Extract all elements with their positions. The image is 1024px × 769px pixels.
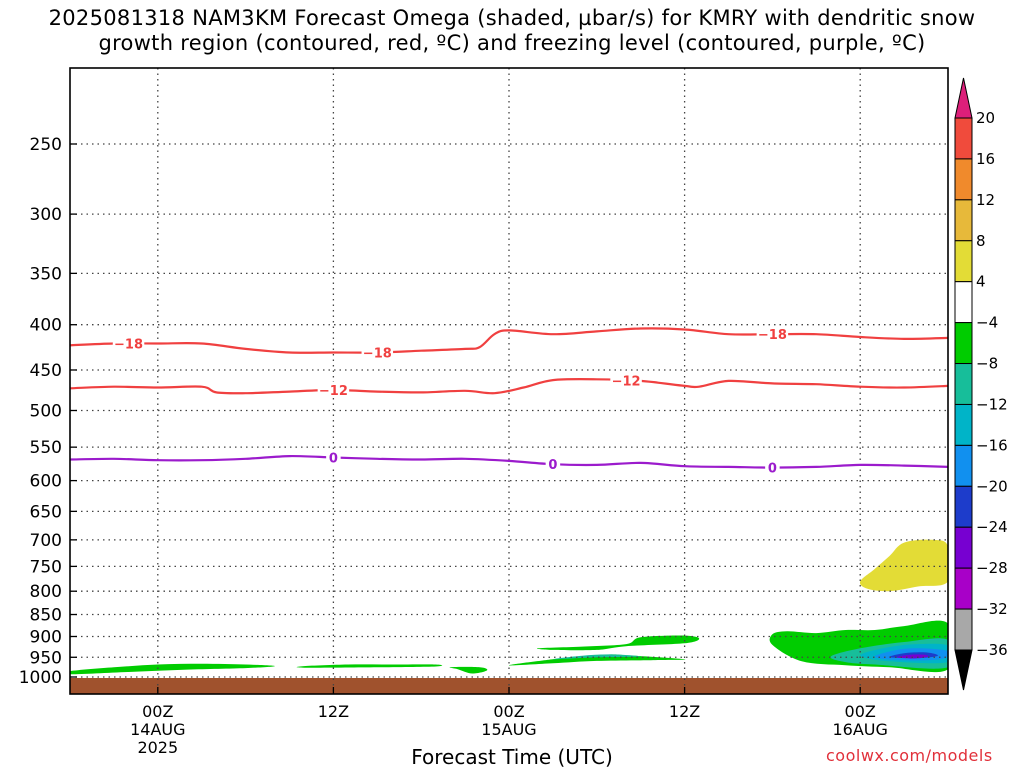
colorbar-segment <box>954 158 973 201</box>
colorbar-segment <box>954 444 973 487</box>
y-tick-label: 450 <box>30 361 62 381</box>
colorbar-label: −16 <box>976 436 1008 454</box>
contours: −18 −18 −18 −12 −12 0 0 0 <box>70 326 948 477</box>
contour-label: −18 <box>363 347 392 362</box>
x-tick-label: 15AUG <box>481 720 536 739</box>
colorbar-label: 20 <box>976 109 995 127</box>
colorbar-segment <box>954 567 973 610</box>
contour-label: 0 <box>768 462 777 477</box>
y-tick-label: 300 <box>30 205 62 225</box>
y-tick-label: 400 <box>30 316 62 336</box>
contour-label: −18 <box>114 337 143 352</box>
contour-label-bg <box>112 335 145 352</box>
contour-label-bg <box>361 344 394 361</box>
colorbar-bottom-arrow <box>954 649 973 691</box>
colorbar-segment <box>954 281 973 324</box>
contour-label: 0 <box>548 458 557 473</box>
colorbar-segment <box>954 363 973 405</box>
y-tick-label: 550 <box>30 438 62 458</box>
colorbar-label: 4 <box>976 273 986 291</box>
colorbar-segment <box>954 403 973 446</box>
colorbar-label: −24 <box>976 518 1008 536</box>
x-tick-label: 16AUG <box>832 720 887 739</box>
x-tick-label: 2025 <box>137 738 178 757</box>
x-tick-label: 14AUG <box>130 720 185 739</box>
colorbar-segment <box>954 117 973 160</box>
x-tick-label: 00Z <box>142 702 173 721</box>
title-line-1: 2025081318 NAM3KM Forecast Omega (shaded… <box>48 6 976 30</box>
x-tick-label: 12Z <box>318 702 349 721</box>
colorbar-label: −28 <box>976 559 1008 577</box>
contour-label: −12 <box>612 374 641 389</box>
contour-label-bg <box>326 449 341 466</box>
y-tick-label: 750 <box>30 557 62 577</box>
omega-area <box>509 654 686 666</box>
x-tick-label: 12Z <box>669 702 700 721</box>
colorbar-segment <box>954 526 973 569</box>
omega-area <box>859 539 948 592</box>
colorbar-segment <box>954 485 973 528</box>
colorbar-segment <box>954 608 973 651</box>
y-tick-label: 700 <box>30 531 62 551</box>
omega-area <box>296 664 443 668</box>
contour-label-bg <box>756 326 789 343</box>
y-tick-label: 350 <box>30 264 62 284</box>
ground-strip <box>70 678 948 694</box>
colorbar-label: −8 <box>976 355 998 373</box>
colorbar-label: 16 <box>976 150 995 168</box>
contour-label-bg <box>765 459 780 476</box>
y-tick-label: 800 <box>30 582 62 602</box>
omega-area <box>449 666 488 674</box>
y-tick-label: 500 <box>30 402 62 422</box>
x-tick-label: 00Z <box>845 702 876 721</box>
omega-area <box>70 663 275 675</box>
colorbar-label: 12 <box>976 191 995 209</box>
colorbar-segment <box>954 240 973 283</box>
colorbar: 20 16 12 8 4 −4 −8 −12 −16 −20 −24 −28 −32 −36 <box>954 77 1008 691</box>
y-tick-label: 900 <box>30 627 62 647</box>
colorbar-label: −32 <box>976 600 1008 618</box>
colorbar-label: −20 <box>976 477 1008 495</box>
contour-label: −12 <box>319 384 348 399</box>
x-axis-label: Forecast Time (UTC) <box>411 745 613 769</box>
colorbar-label: −12 <box>976 395 1008 413</box>
omega-area <box>536 635 700 651</box>
colorbar-segment <box>954 199 973 242</box>
contour-line <box>70 377 948 395</box>
contour-label-bg <box>610 372 642 389</box>
y-tick-label: 600 <box>30 472 62 492</box>
colorbar-segment <box>954 322 973 365</box>
contour-line <box>70 454 948 469</box>
colorbar-label: −36 <box>976 641 1008 659</box>
y-tick-label: 950 <box>30 648 62 668</box>
y-axis: 2503003504004505005506006507007508008509… <box>19 135 77 688</box>
colorbar-label: 8 <box>976 232 986 250</box>
omega-shading <box>70 539 948 675</box>
contour-label-bg <box>317 381 350 398</box>
grid-lines <box>70 68 948 694</box>
credit-link[interactable]: coolwx.com/models <box>826 746 993 765</box>
chart-title: 2025081318 NAM3KM Forecast Omega (shaded… <box>0 6 1024 56</box>
contour-label: −18 <box>758 328 787 343</box>
colorbar-label: −4 <box>976 314 998 332</box>
contour-label: 0 <box>329 451 338 466</box>
y-tick-label: 1000 <box>19 668 62 688</box>
x-tick-label: 00Z <box>493 702 524 721</box>
contour-label-bg <box>545 456 561 473</box>
omega-area <box>896 654 929 659</box>
colorbar-top-arrow <box>954 77 973 119</box>
y-tick-label: 250 <box>30 135 62 155</box>
y-tick-label: 650 <box>30 502 62 522</box>
omega-area <box>552 654 641 660</box>
y-tick-label: 850 <box>30 606 62 626</box>
title-line-2: growth region (contoured, red, ºC) and f… <box>98 31 926 55</box>
